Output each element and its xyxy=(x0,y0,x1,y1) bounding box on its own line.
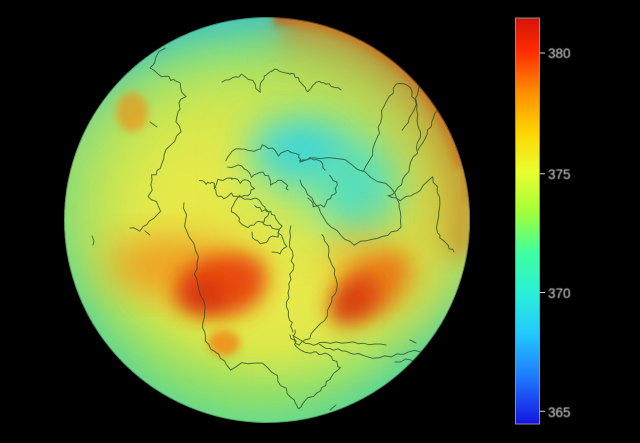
svg-text:370: 370 xyxy=(548,286,571,301)
svg-text:365: 365 xyxy=(548,405,571,420)
svg-text:380: 380 xyxy=(548,46,571,61)
svg-text:375: 375 xyxy=(548,167,571,182)
